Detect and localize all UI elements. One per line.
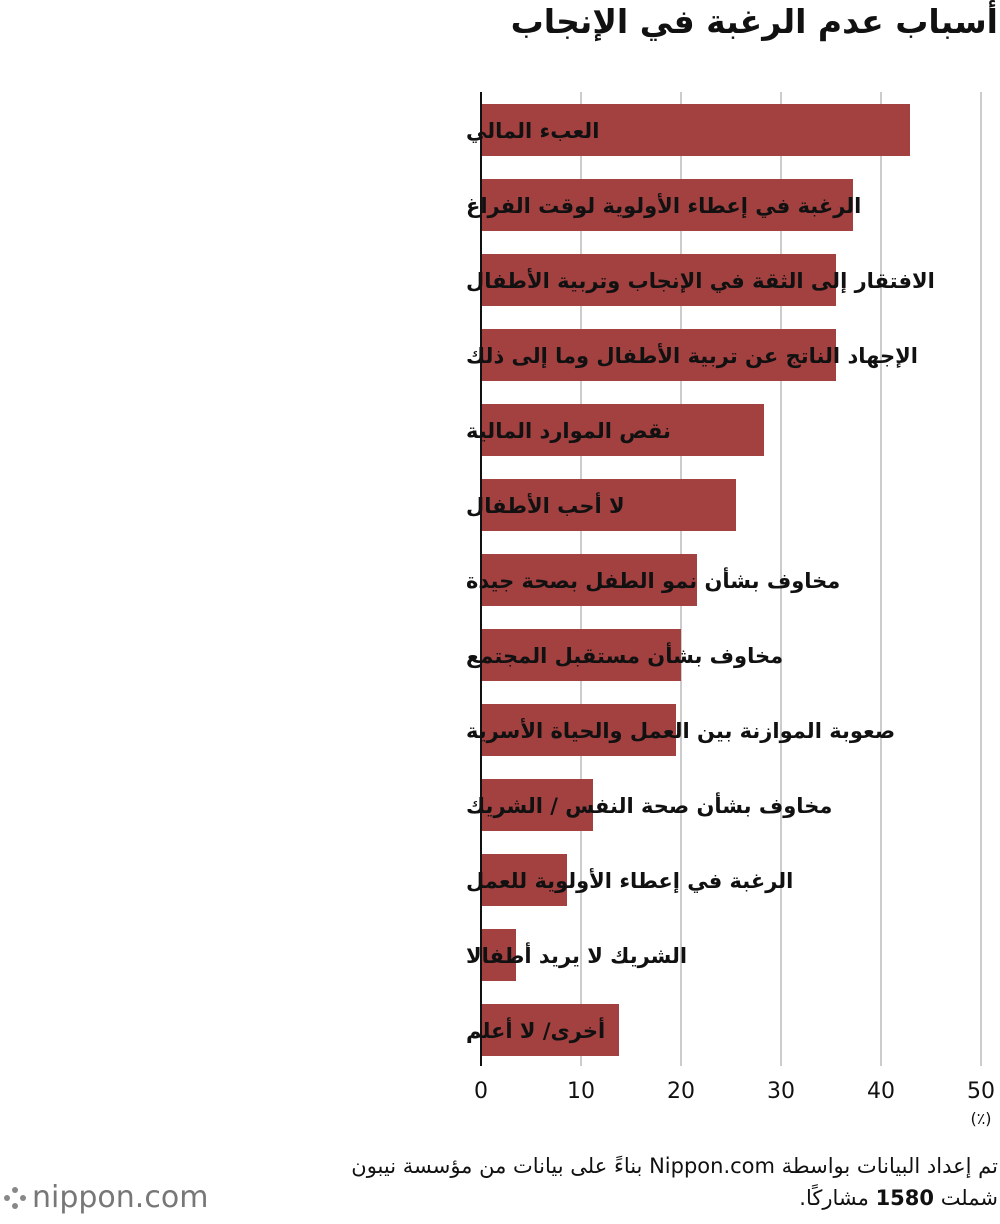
bar [481,779,593,831]
bar [481,704,676,756]
bar [481,179,853,231]
chart-title: أسباب عدم الرغبة في الإنجاب [510,2,998,41]
x-tick-label: 10 [567,1079,595,1104]
source-line-2: شملت 1580 مشاركًا. [258,1182,998,1214]
category-label: الافتقار إلى الثقة في الإنجاب وتربية الأ… [466,267,935,293]
category-label: العبء المالي [466,119,599,143]
category-label: الإجهاد الناتج عن تربية الأطفال وما إلى … [466,342,918,368]
logo-dots-icon [4,1186,26,1209]
x-axis-ticks: 0 10 20 30 40 50 [474,1079,995,1104]
category-label: مخاوف بشأن مستقبل المجتمع [466,641,783,668]
category-label: نقص الموارد المالية [466,419,671,443]
bars [481,104,910,1056]
bar [481,329,836,381]
nippon-logo: nippon.com [4,1180,208,1215]
x-tick-label: 40 [867,1079,895,1104]
category-label: الرغبة في إعطاء الأولوية لوقت الفراغ [466,192,861,218]
x-tick-label: 30 [767,1079,795,1104]
bar [481,254,836,306]
source-line-2-suffix: مشاركًا. [799,1186,876,1210]
participant-count: 1580 [875,1186,935,1210]
bar [481,404,764,456]
bar [481,629,681,681]
bar [481,1004,619,1056]
logo-text: nippon.com [32,1180,209,1215]
bar [481,479,736,531]
source-note: تم إعداد البيانات بواسطة Nippon.com بناء… [258,1150,998,1214]
category-labels: العبء المالي الرغبة في إعطاء الأولوية لوق… [466,119,935,1043]
x-tick-label: 0 [474,1079,488,1104]
category-label: الشريك لا يريد أطفالا [466,941,687,968]
category-label: صعوبة الموازنة بين العمل والحياة الأسرية [466,717,895,743]
bar [481,554,697,606]
bar [481,929,516,981]
category-label: أخرى/ لا أعلم [466,1016,605,1043]
source-line-1: تم إعداد البيانات بواسطة Nippon.com بناء… [351,1154,998,1178]
bar [481,104,910,156]
category-label: لا أحب الأطفال [466,491,625,518]
source-line-2-prefix: شملت [934,1186,998,1210]
x-tick-label: 20 [667,1079,695,1104]
bar-chart: العبء المالي الرغبة في إعطاء الأولوية لوق… [466,92,995,1128]
x-tick-label: 50 [967,1079,995,1104]
category-label: الرغبة في إعطاء الأولوية للعمل [466,867,793,893]
x-axis-unit-label: (٪) [970,1109,991,1128]
category-label: مخاوف بشأن صحة النفس / الشريك [466,791,832,818]
bar [481,854,567,906]
category-label: مخاوف بشأن نمو الطفل بصحة جيدة [466,566,840,593]
